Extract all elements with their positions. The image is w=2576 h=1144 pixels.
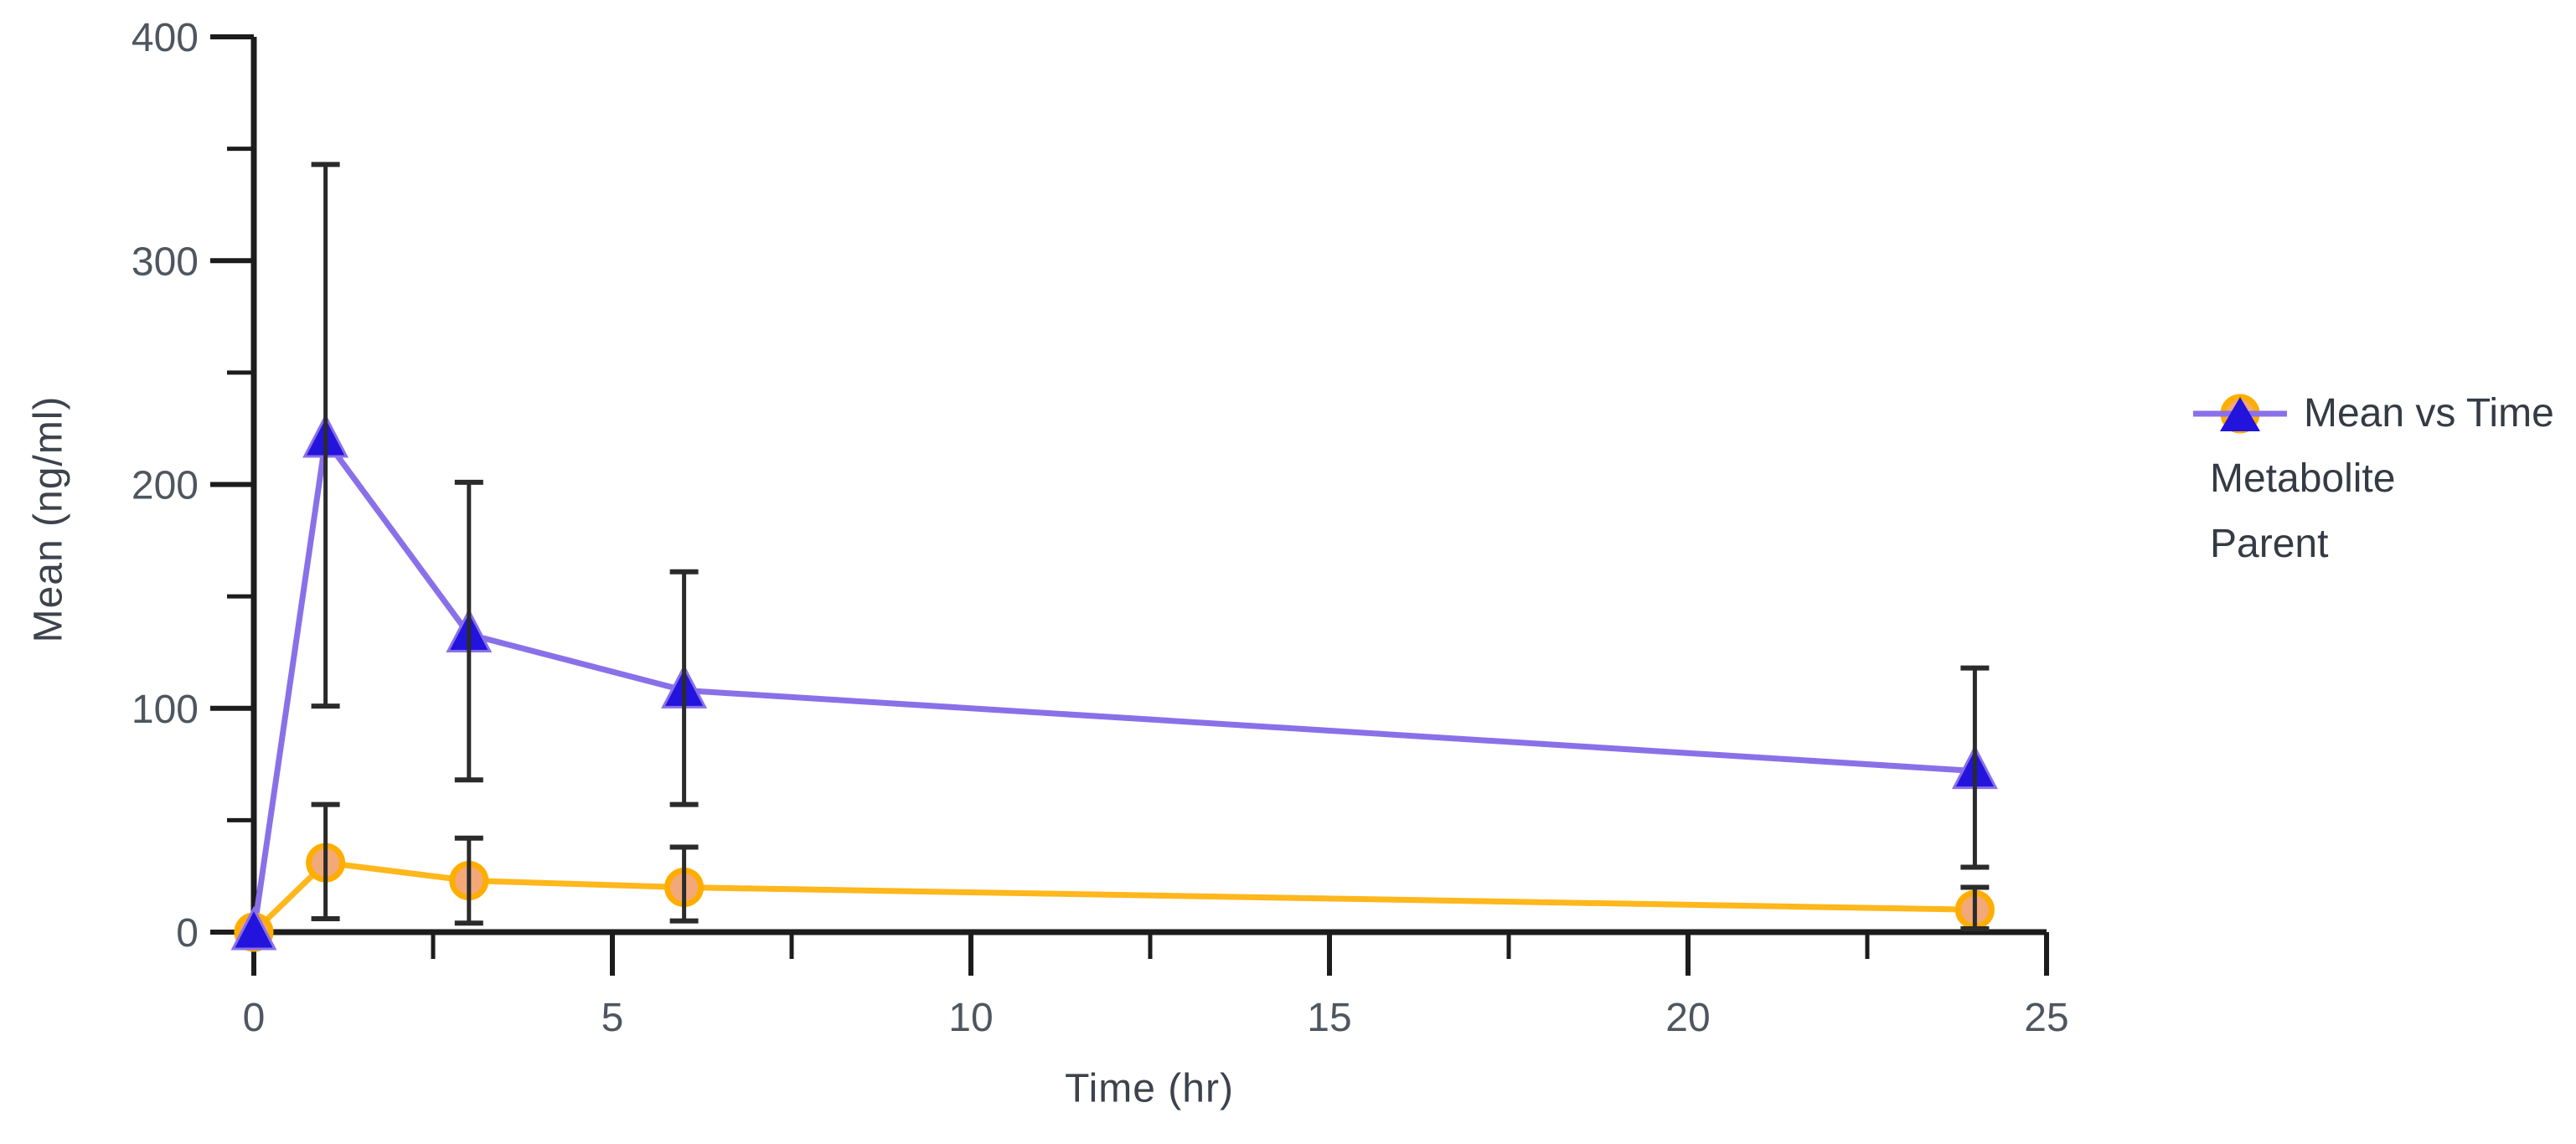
legend-title: Mean vs Time (2304, 391, 2554, 435)
error-bars-metabolite (311, 801, 1990, 931)
x-tick-label: 20 (1665, 996, 1710, 1040)
parent-marker-icon (2193, 397, 2287, 431)
legend: Mean vs Time Metabolite Parent (2193, 392, 2575, 566)
y-tick-label: 300 (132, 240, 199, 284)
y-tick-label: 200 (132, 464, 199, 508)
x-tick-label: 0 (243, 996, 266, 1040)
legend-item-parent: Parent (2193, 397, 2575, 566)
x-tick-label: 10 (948, 996, 993, 1040)
legend-label-parent: Parent (2210, 522, 2329, 566)
series-line (250, 436, 1978, 935)
y-axis-ticks: 0 100 200 300 400 (132, 16, 254, 956)
x-tick-label: 15 (1307, 996, 1351, 1040)
x-axis-title: Time (hr) (1065, 1066, 1234, 1111)
axes (250, 37, 2047, 935)
parent-marker (230, 905, 277, 951)
x-tick-label: 5 (601, 996, 624, 1040)
series-metabolite (250, 859, 1978, 935)
x-tick-label: 25 (2024, 996, 2068, 1040)
y-tick-label: 0 (176, 911, 199, 956)
legend-item-metabolite: Metabolite (2193, 394, 2575, 501)
y-tick-label: 100 (132, 688, 199, 732)
series-parent (250, 436, 1978, 935)
series-line (250, 859, 1978, 935)
error-bars-parent (311, 162, 1990, 870)
markers-parent (230, 413, 1998, 951)
legend-label-metabolite: Metabolite (2210, 456, 2396, 501)
y-tick-label: 400 (132, 16, 199, 60)
x-axis-ticks: 0 5 10 15 20 25 (243, 932, 2069, 1040)
y-axis-title: Mean (ng/ml) (26, 395, 71, 643)
